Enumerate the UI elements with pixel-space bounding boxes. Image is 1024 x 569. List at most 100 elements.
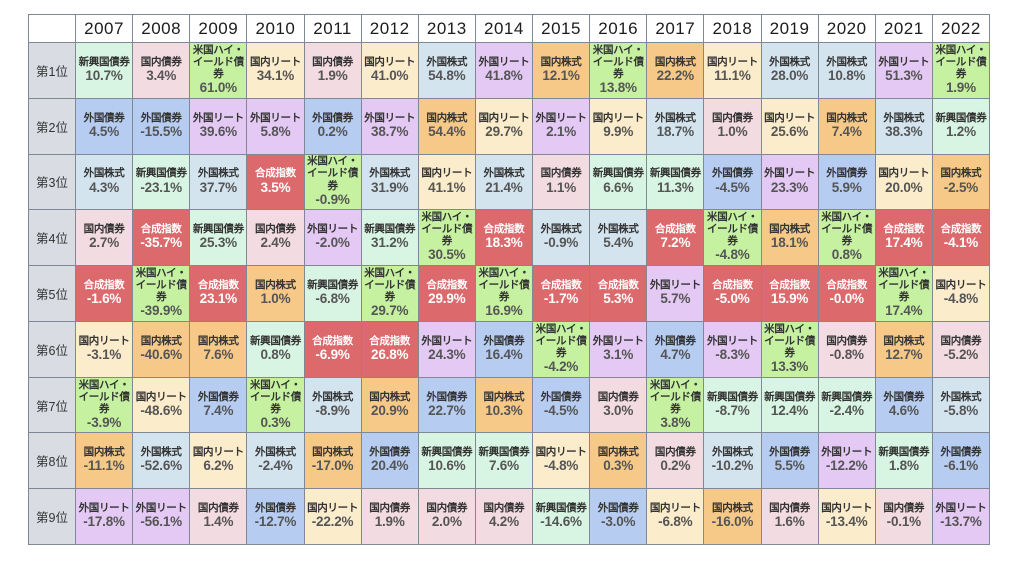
- asset-cell: 新興国債券 31.2%: [361, 210, 418, 266]
- asset-cell: 国内債券 3.0%: [590, 377, 647, 433]
- asset-return-value: -52.6%: [140, 458, 182, 474]
- asset-return-value: -12.7%: [254, 514, 297, 530]
- asset-cell: 外国債券 4.7%: [647, 321, 704, 377]
- asset-name: 国内株式: [540, 55, 582, 68]
- asset-name: 新興国債券: [878, 446, 930, 459]
- asset-return-value: -4.5%: [715, 179, 750, 195]
- asset-cell: 新興国債券 7.6%: [475, 433, 532, 489]
- asset-return-value: -4.8%: [543, 458, 579, 474]
- asset-return-value: 16.9%: [485, 303, 523, 319]
- asset-name: 国内債券: [140, 55, 182, 68]
- asset-return-value: -0.8%: [829, 346, 864, 362]
- asset-name: 国内株式: [597, 446, 639, 459]
- asset-name: 外国リート: [78, 502, 130, 515]
- asset-cell: 合成指数 -1.7%: [533, 266, 590, 321]
- asset-return-value: 5.9%: [831, 179, 862, 195]
- asset-name: 国内株式: [826, 111, 868, 124]
- asset-return-value: 7.6%: [488, 458, 519, 474]
- asset-return-value: 0.8%: [831, 247, 862, 263]
- asset-cell: 合成指数 18.3%: [475, 210, 532, 266]
- asset-return-value: 7.6%: [203, 346, 234, 362]
- asset-name: 国内株式: [483, 390, 525, 403]
- asset-return-value: -10.2%: [711, 458, 754, 474]
- asset-cell: 外国債券 4.6%: [875, 377, 932, 433]
- asset-name: 国内債券: [312, 55, 353, 68]
- asset-return-value: 1.9%: [945, 80, 976, 96]
- asset-cell: 米国ハイ・イールド債券 0.8%: [818, 210, 875, 266]
- asset-name: 米国ハイ・イールド債券: [364, 266, 416, 304]
- asset-return-value: 3.5%: [260, 179, 291, 195]
- asset-name: 米国ハイ・イールド債券: [78, 378, 130, 415]
- asset-name: 合成指数: [483, 223, 525, 236]
- asset-cell: 新興国債券 -6.8%: [304, 266, 361, 321]
- asset-cell: 国内リート 34.1%: [247, 43, 304, 98]
- asset-name: 国内債券: [712, 111, 753, 124]
- asset-cell: 国内リート 29.7%: [475, 98, 532, 154]
- asset-return-value: 22.2%: [656, 67, 694, 83]
- asset-cell: 外国債券 7.4%: [190, 377, 247, 433]
- asset-return-value: 20.4%: [371, 458, 409, 474]
- asset-cell: 国内債券 2.4%: [247, 210, 304, 266]
- asset-name: 国内債券: [255, 223, 296, 236]
- asset-cell: 国内債券 -0.8%: [818, 321, 875, 377]
- asset-cell: 米国ハイ・イールド債券 -39.9%: [133, 266, 190, 321]
- asset-name: 国内リート: [821, 502, 873, 515]
- asset-return-value: 5.5%: [774, 458, 805, 474]
- asset-name: 合成指数: [826, 279, 868, 292]
- asset-return-value: -0.0%: [829, 291, 864, 307]
- asset-name: 外国リート: [706, 334, 758, 347]
- year-header-2008: 2008: [133, 15, 190, 42]
- asset-return-value: 12.7%: [885, 346, 923, 362]
- asset-return-value: 5.7%: [660, 291, 691, 307]
- asset-cell: 国内株式 0.3%: [590, 433, 647, 489]
- asset-cell: 外国株式 -10.2%: [704, 433, 761, 489]
- asset-return-value: 25.3%: [199, 235, 237, 251]
- asset-cell: 外国リート -13.7%: [932, 489, 989, 544]
- asset-name: 外国債券: [597, 502, 639, 515]
- asset-cell: 国内リート -13.4%: [818, 489, 875, 544]
- asset-cell: 外国債券 16.4%: [475, 321, 532, 377]
- asset-return-value: 7.2%: [660, 235, 691, 251]
- asset-cell: 米国ハイ・イールド債券 -0.9%: [304, 154, 361, 210]
- asset-name: 外国債券: [826, 167, 868, 180]
- asset-return-value: 0.3%: [603, 458, 634, 474]
- year-header-2007: 2007: [76, 15, 133, 42]
- asset-name: 外国債券: [255, 502, 296, 515]
- asset-name: 外国リート: [421, 334, 473, 347]
- asset-cell: 国内リート 41.1%: [418, 154, 475, 210]
- asset-return-value: 1.0%: [260, 291, 291, 307]
- asset-return-value: 61.0%: [199, 80, 237, 96]
- asset-name: 国内株式: [312, 446, 353, 459]
- asset-cell: 外国債券 5.9%: [818, 154, 875, 210]
- asset-cell: 米国ハイ・イールド債券 0.3%: [247, 377, 304, 433]
- asset-name: 国内株式: [255, 279, 296, 292]
- asset-cell: 新興国債券 10.6%: [418, 433, 475, 489]
- asset-cell: 国内株式 7.6%: [190, 321, 247, 377]
- asset-return-value: -3.0%: [601, 514, 636, 530]
- asset-name: 国内リート: [478, 111, 530, 124]
- asset-return-value: 41.8%: [485, 67, 523, 83]
- asset-cell: 国内株式 -11.1%: [76, 433, 133, 489]
- asset-cell: 新興国債券 25.3%: [190, 210, 247, 266]
- asset-return-value: -14.6%: [540, 514, 582, 530]
- asset-name: 外国株式: [654, 111, 696, 124]
- asset-return-value: 2.4%: [260, 235, 291, 251]
- asset-name: 合成指数: [540, 279, 582, 292]
- asset-return-value: 23.3%: [770, 179, 809, 195]
- asset-name: 米国ハイ・イールド債券: [135, 266, 187, 304]
- asset-name: 国内リート: [592, 111, 644, 124]
- asset-name: 国内株式: [197, 334, 239, 347]
- asset-cell: 合成指数 7.2%: [647, 210, 704, 266]
- asset-name: 合成指数: [83, 279, 125, 292]
- asset-return-value: 41.1%: [428, 179, 466, 195]
- asset-return-value: 54.8%: [428, 67, 466, 83]
- asset-cell: 合成指数 -5.0%: [704, 266, 761, 321]
- asset-return-value: 12.4%: [770, 402, 809, 418]
- asset-return-value: 21.4%: [485, 179, 523, 195]
- asset-cell: 国内債券 2.7%: [76, 210, 133, 266]
- asset-cell: 国内リート 20.0%: [875, 154, 932, 210]
- asset-name: 外国債券: [940, 446, 982, 459]
- asset-name: 外国株式: [826, 55, 868, 68]
- asset-cell: 新興国債券 1.2%: [932, 98, 989, 154]
- asset-name: 外国リート: [878, 55, 930, 68]
